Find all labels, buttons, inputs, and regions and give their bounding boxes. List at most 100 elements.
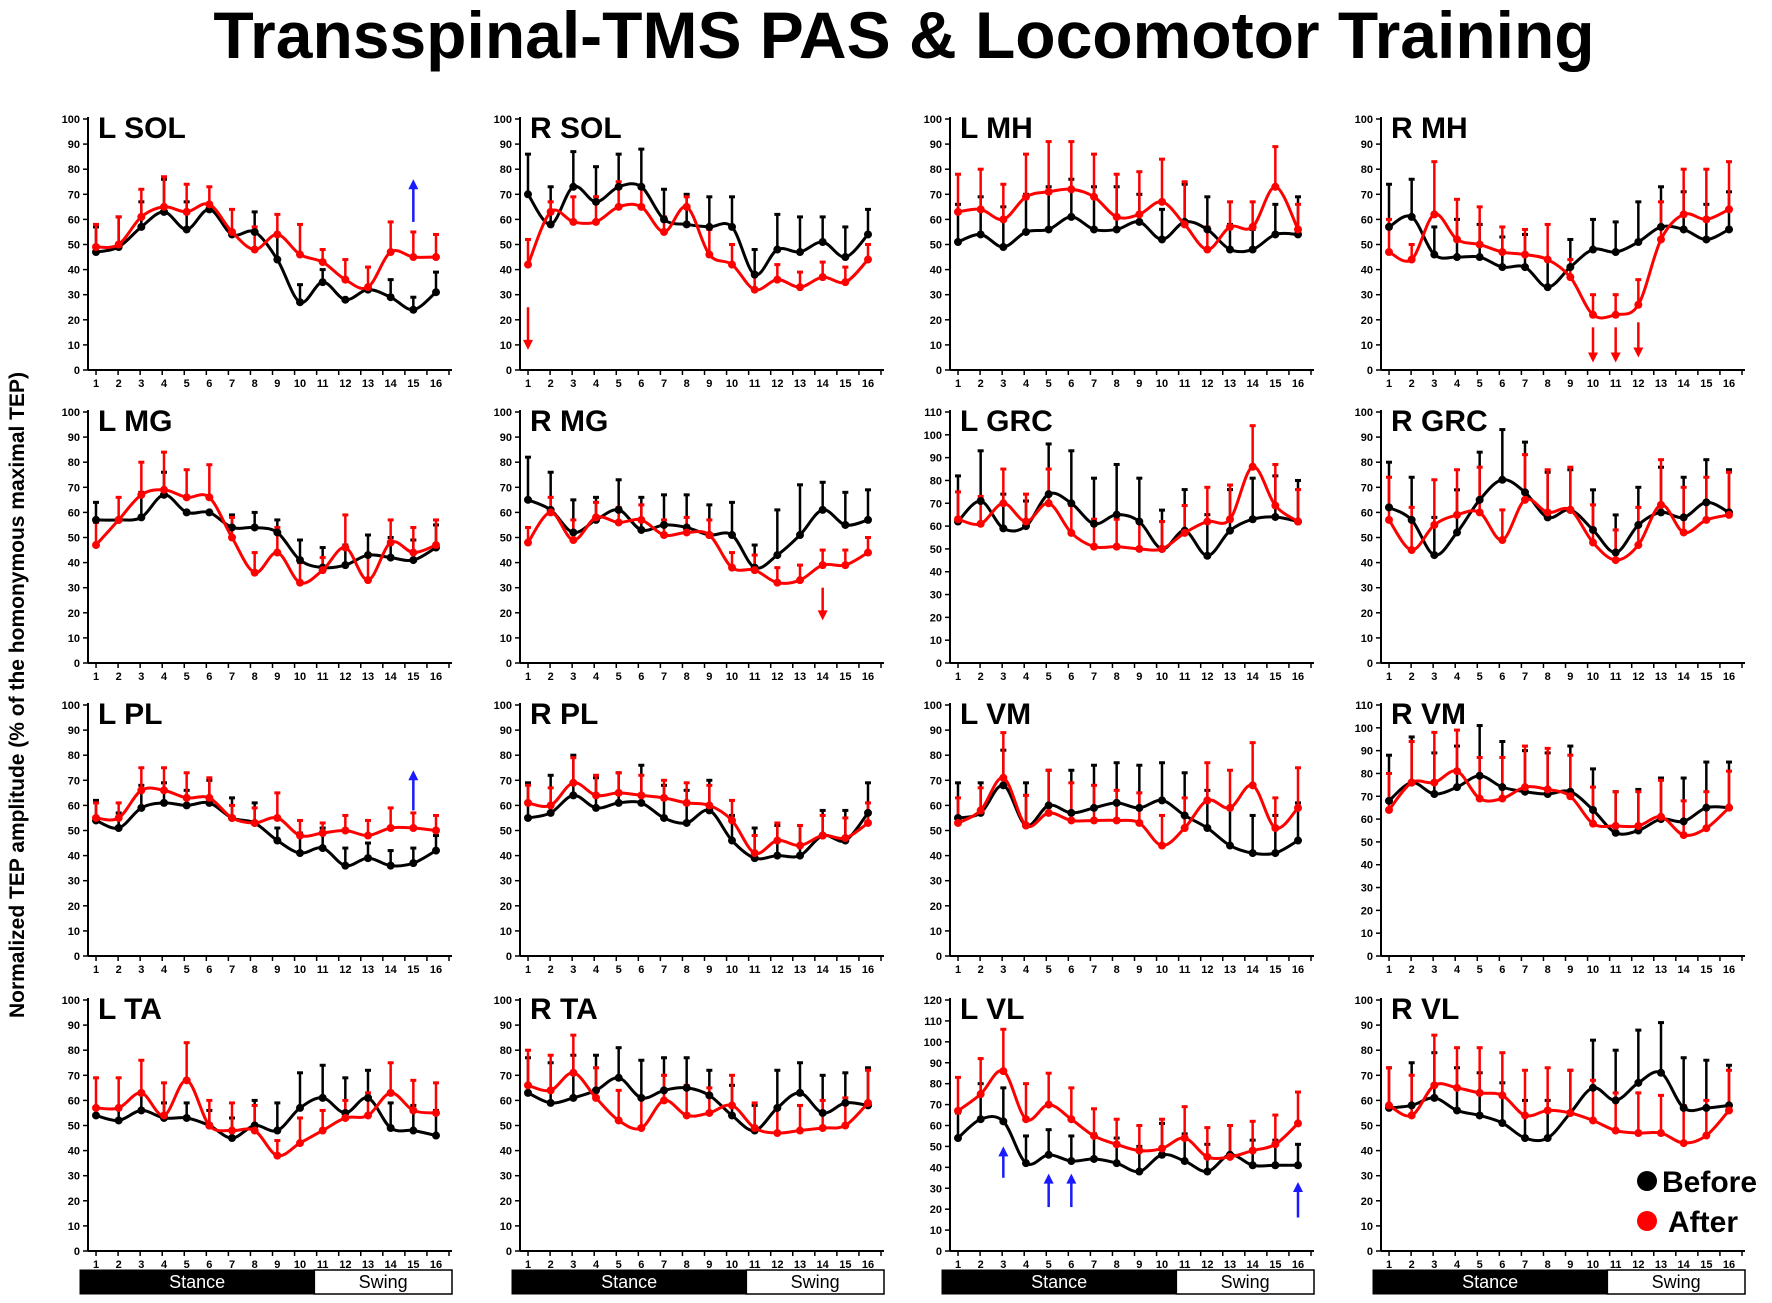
x-tick-label: 11 xyxy=(317,378,329,390)
after-point xyxy=(546,508,555,517)
y-tick-label: 60 xyxy=(930,214,942,226)
x-tick-label: 15 xyxy=(1700,1259,1712,1271)
before-point xyxy=(999,243,1008,252)
x-tick-label: 12 xyxy=(1632,671,1644,683)
stance-label: Stance xyxy=(1031,1272,1087,1292)
y-tick-label: 90 xyxy=(500,725,512,737)
after-point xyxy=(1044,808,1053,817)
after-point xyxy=(432,253,440,262)
before-point xyxy=(1702,1103,1711,1112)
y-tick-label: 0 xyxy=(1367,1246,1373,1258)
before-point xyxy=(864,808,872,817)
x-tick-label: 6 xyxy=(1068,378,1074,390)
x-tick-label: 1 xyxy=(1386,378,1392,390)
significance-arrowhead xyxy=(1066,1173,1077,1184)
before-point xyxy=(1679,225,1688,234)
x-tick-label: 15 xyxy=(1269,671,1281,683)
x-tick-label: 6 xyxy=(206,378,212,390)
x-tick-label: 9 xyxy=(274,1259,280,1271)
y-tick-label: 80 xyxy=(930,164,942,176)
before-point xyxy=(1090,519,1098,528)
after-point xyxy=(796,1126,804,1135)
x-tick-label: 4 xyxy=(1023,671,1030,683)
panel-title: R MH xyxy=(1391,112,1468,145)
x-tick-label: 1 xyxy=(1386,1259,1392,1271)
y-tick-label: 30 xyxy=(68,290,80,302)
x-tick-label: 1 xyxy=(955,1259,961,1271)
y-tick-label: 70 xyxy=(500,482,512,494)
after-point xyxy=(1589,1116,1597,1125)
before-point xyxy=(954,1134,962,1143)
x-tick-label: 10 xyxy=(1156,964,1168,976)
y-tick-label: 90 xyxy=(68,139,80,151)
panel-title: L VL xyxy=(960,993,1024,1026)
x-tick-label: 1 xyxy=(1386,964,1392,976)
after-point xyxy=(1634,300,1643,309)
after-point xyxy=(1430,1081,1439,1090)
after-point xyxy=(750,1124,759,1133)
after-point xyxy=(182,793,191,802)
after-point xyxy=(569,536,578,545)
before-line xyxy=(1388,1070,1730,1143)
y-tick-label: 80 xyxy=(1361,164,1373,176)
x-tick-label: 15 xyxy=(839,1259,851,1271)
swing-label: Swing xyxy=(791,1272,840,1292)
x-tick-label: 5 xyxy=(616,671,622,683)
after-point xyxy=(796,283,804,292)
after-point xyxy=(524,538,532,547)
after-point xyxy=(228,1126,236,1135)
x-tick-label: 5 xyxy=(184,671,190,683)
x-tick-label: 16 xyxy=(430,964,442,976)
after-point xyxy=(592,513,600,522)
after-line xyxy=(526,510,869,585)
after-point xyxy=(1203,1152,1212,1161)
y-tick-label: 0 xyxy=(1367,951,1373,963)
x-tick-label: 11 xyxy=(1610,671,1622,683)
panel-title: L VM xyxy=(960,698,1031,731)
before-point xyxy=(818,237,827,246)
after-point xyxy=(296,578,304,587)
before-point xyxy=(1203,823,1212,832)
after-point xyxy=(705,1108,714,1117)
after-point xyxy=(1657,235,1665,244)
y-tick-label: 70 xyxy=(68,189,80,201)
before-point xyxy=(92,515,100,524)
x-tick-label: 1 xyxy=(93,671,99,683)
x-tick-label: 7 xyxy=(229,378,235,390)
y-tick-label: 0 xyxy=(936,365,942,377)
before-point xyxy=(1158,235,1166,244)
y-tick-label: 30 xyxy=(68,583,80,595)
after-point xyxy=(182,1076,191,1085)
before-line xyxy=(956,1114,1298,1174)
x-tick-label: 9 xyxy=(1567,964,1573,976)
before-point xyxy=(1430,551,1439,560)
after-point xyxy=(318,566,327,575)
before-point xyxy=(273,255,282,264)
before-point xyxy=(1702,498,1711,507)
after-point xyxy=(1543,1106,1552,1115)
x-tick-label: 10 xyxy=(1587,1259,1599,1271)
swing-bar xyxy=(745,1269,885,1295)
x-tick-label: 3 xyxy=(1000,964,1006,976)
before-point xyxy=(569,791,578,800)
before-point xyxy=(660,215,668,224)
y-tick-label: 50 xyxy=(1361,533,1373,545)
y-tick-label: 70 xyxy=(68,482,80,494)
after-point xyxy=(1498,248,1507,257)
x-tick-label: 2 xyxy=(978,378,984,390)
y-tick-label: 70 xyxy=(500,189,512,201)
after-point xyxy=(569,217,578,226)
x-tick-label: 8 xyxy=(252,671,258,683)
after-point xyxy=(1566,273,1575,282)
x-tick-label: 13 xyxy=(1655,378,1667,390)
before-line xyxy=(95,493,437,570)
before-point xyxy=(364,854,372,863)
after-line xyxy=(95,786,437,838)
after-point xyxy=(1566,792,1575,801)
y-tick-label: 30 xyxy=(930,590,942,602)
x-tick-label: 16 xyxy=(1292,378,1304,390)
